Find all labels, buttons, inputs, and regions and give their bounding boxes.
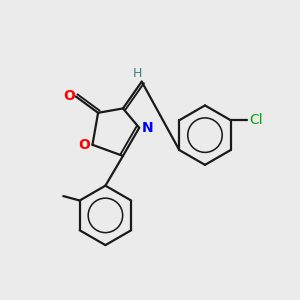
Text: H: H [133, 67, 142, 80]
Text: Cl: Cl [249, 113, 263, 127]
Text: N: N [142, 121, 153, 135]
Text: O: O [63, 89, 75, 103]
Text: O: O [78, 138, 90, 152]
